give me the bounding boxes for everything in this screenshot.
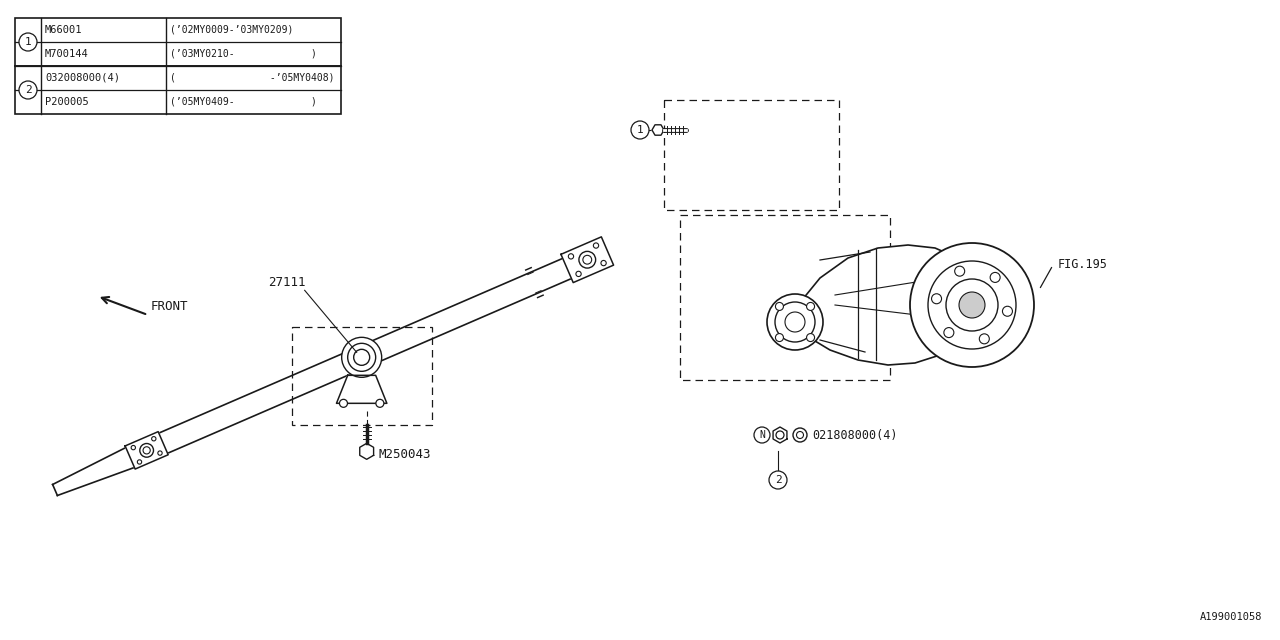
- Text: 2: 2: [774, 475, 781, 485]
- Text: (’05MY0409-             ): (’05MY0409- ): [170, 97, 317, 107]
- Circle shape: [131, 445, 136, 450]
- Circle shape: [576, 271, 581, 276]
- Circle shape: [979, 334, 989, 344]
- Bar: [680, 215, 890, 380]
- Bar: [292, 327, 431, 426]
- Text: 27111: 27111: [268, 276, 306, 289]
- Polygon shape: [360, 444, 374, 460]
- Polygon shape: [773, 427, 787, 443]
- Text: (’02MY0009-’03MY0209): (’02MY0009-’03MY0209): [170, 25, 293, 35]
- Circle shape: [910, 243, 1034, 367]
- Circle shape: [19, 33, 37, 51]
- Text: (’03MY0210-             ): (’03MY0210- ): [170, 49, 317, 59]
- Text: N: N: [759, 430, 765, 440]
- Circle shape: [631, 121, 649, 139]
- Circle shape: [342, 337, 381, 378]
- Circle shape: [151, 436, 156, 441]
- Polygon shape: [652, 125, 664, 135]
- Text: 1: 1: [636, 125, 644, 135]
- Text: P200005: P200005: [45, 97, 88, 107]
- Circle shape: [776, 303, 783, 310]
- Circle shape: [932, 294, 942, 304]
- Circle shape: [157, 451, 163, 455]
- Circle shape: [140, 444, 154, 457]
- Polygon shape: [561, 237, 613, 283]
- Circle shape: [19, 81, 37, 99]
- Text: FIG.195: FIG.195: [1059, 259, 1108, 271]
- Circle shape: [991, 273, 1000, 282]
- Text: 032008000(4): 032008000(4): [45, 73, 120, 83]
- Circle shape: [137, 460, 142, 464]
- Circle shape: [579, 252, 595, 268]
- Circle shape: [959, 292, 986, 318]
- Polygon shape: [337, 375, 387, 403]
- Polygon shape: [125, 431, 168, 469]
- Polygon shape: [790, 245, 975, 365]
- Bar: [664, 100, 838, 210]
- Circle shape: [769, 471, 787, 489]
- Text: M66001: M66001: [45, 25, 82, 35]
- Circle shape: [376, 399, 384, 407]
- Circle shape: [794, 428, 806, 442]
- Bar: [15, 18, 340, 114]
- Text: A199001058: A199001058: [1199, 612, 1262, 622]
- Text: 1: 1: [24, 37, 32, 47]
- Circle shape: [943, 328, 954, 337]
- Circle shape: [806, 303, 814, 310]
- Circle shape: [767, 294, 823, 350]
- Circle shape: [806, 333, 814, 342]
- Circle shape: [955, 266, 965, 276]
- Circle shape: [600, 260, 607, 266]
- Circle shape: [754, 427, 771, 443]
- Circle shape: [339, 399, 347, 407]
- Circle shape: [776, 333, 783, 342]
- Text: 021808000(4): 021808000(4): [812, 429, 897, 442]
- Text: M700144: M700144: [45, 49, 88, 59]
- Text: (                -’05MY0408): ( -’05MY0408): [170, 73, 334, 83]
- Circle shape: [568, 253, 573, 259]
- Text: M250043: M250043: [379, 448, 431, 461]
- Text: 2: 2: [24, 85, 32, 95]
- Circle shape: [594, 243, 599, 248]
- Text: FRONT: FRONT: [151, 300, 188, 313]
- Circle shape: [1002, 307, 1012, 316]
